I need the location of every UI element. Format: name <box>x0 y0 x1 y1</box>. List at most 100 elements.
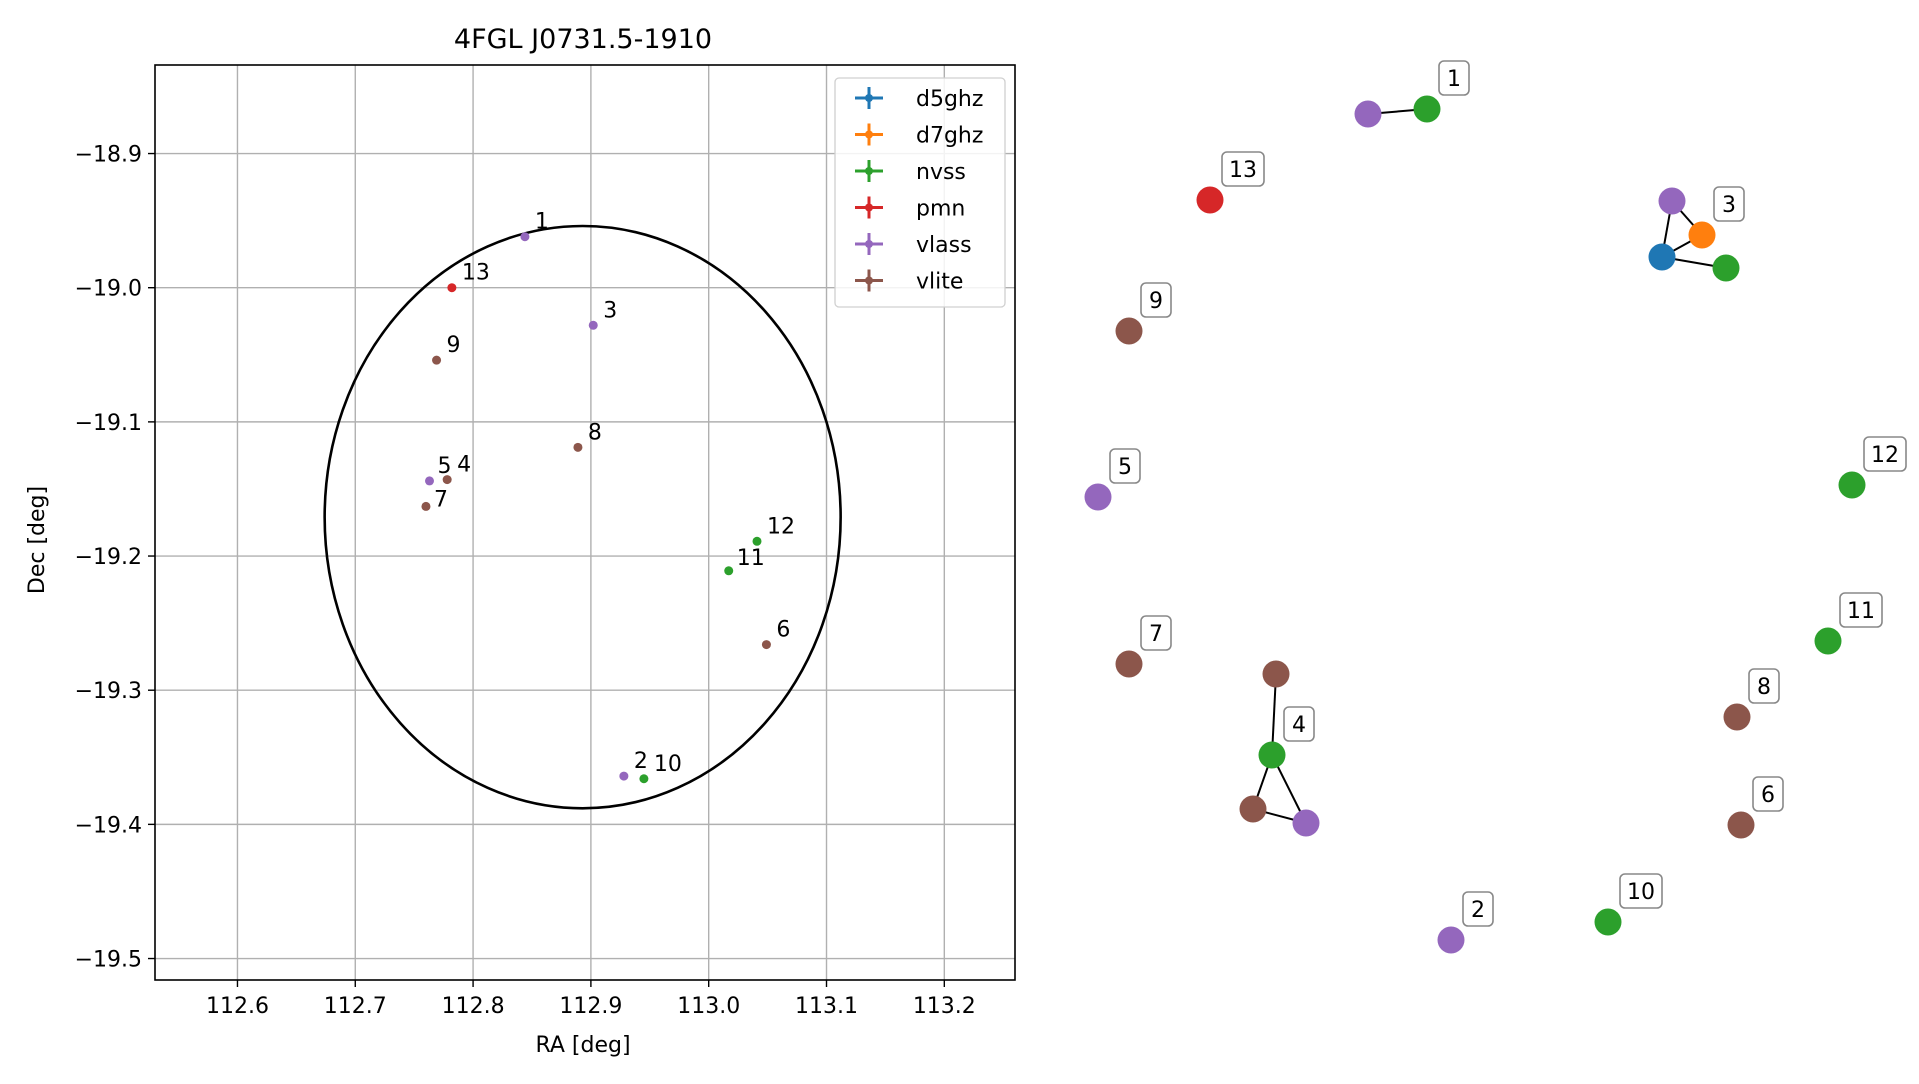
point-label: 12 <box>767 514 795 539</box>
point-label: 4 <box>457 453 471 478</box>
node-label-box <box>1221 151 1265 187</box>
point-label: 6 <box>776 618 790 643</box>
data-point-vlite-6 <box>761 640 771 650</box>
data-point-vlite-4 <box>442 475 452 485</box>
graph-nodes: 1 13 3 9 5 12 7 11 4 8 6 2 10 <box>1084 60 1907 954</box>
graph-node <box>1658 187 1686 215</box>
x-axis-label: RA [deg] <box>535 1033 630 1058</box>
node-label: 7 <box>1149 622 1163 647</box>
graph-node <box>1115 317 1143 345</box>
graph-node <box>1354 100 1382 128</box>
node-label-box <box>1619 873 1663 909</box>
node-label-box <box>1713 186 1745 222</box>
graph-node <box>1712 254 1740 282</box>
node-label-box <box>1438 60 1470 96</box>
graph-edge <box>1271 673 1277 756</box>
legend-entry-vlass: vlass <box>916 233 972 258</box>
node-label: 9 <box>1149 289 1163 314</box>
data-point-pmn-13 <box>447 283 457 293</box>
data-point-vlass-5 <box>424 476 434 486</box>
node-label-box <box>1109 448 1141 484</box>
data-point-nvss-10 <box>639 774 649 784</box>
graph-edges <box>1252 108 1727 824</box>
point-label: 5 <box>437 454 451 479</box>
x-tick-label: 112.6 <box>206 994 269 1019</box>
legend-entry-pmn: pmn <box>916 197 965 222</box>
node-label-box <box>1462 891 1494 927</box>
chart-title: 4FGL J0731.5-1910 <box>454 24 712 55</box>
y-tick-label: −19.1 <box>75 411 142 436</box>
legend-marker-dot <box>865 94 873 102</box>
node-label-box <box>1140 282 1172 318</box>
graph-node <box>1814 627 1842 655</box>
point-label: 1 <box>535 210 549 235</box>
localization-ellipse <box>323 224 842 810</box>
node-label: 11 <box>1847 599 1875 624</box>
node-label: 8 <box>1757 675 1771 700</box>
data-point-vlite-8 <box>573 442 583 452</box>
data-point-vlite-9 <box>432 355 442 365</box>
legend: d5ghz d7ghz nvss pmn vlass vlite <box>834 77 1006 308</box>
x-tick-label: 113.0 <box>677 994 740 1019</box>
plot-frame <box>154 64 1016 981</box>
legend-marker-dot <box>865 167 873 175</box>
node-label: 1 <box>1447 67 1461 92</box>
point-label: 8 <box>588 420 602 445</box>
legend-marker-dot <box>865 240 873 248</box>
point-label: 7 <box>434 487 448 512</box>
x-axis-ticks: 112.6 112.7 112.8 112.9 113.0 113.1 113.2 <box>206 980 976 1019</box>
legend-entry-nvss: nvss <box>916 160 966 185</box>
graph-node <box>1115 650 1143 678</box>
graph-node <box>1084 483 1112 511</box>
y-tick-label: −19.2 <box>75 545 142 570</box>
node-label: 3 <box>1722 193 1736 218</box>
legend-marker-dot <box>865 203 873 212</box>
node-label-box <box>1839 592 1883 628</box>
point-label: 11 <box>737 546 765 571</box>
graph-node <box>1258 741 1286 769</box>
y-tick-label: −18.9 <box>75 143 142 168</box>
graph-node <box>1196 186 1224 214</box>
data-point-vlite-7 <box>421 501 431 511</box>
legend-entry-d7ghz: d7ghz <box>916 124 983 149</box>
graph-node <box>1723 703 1751 731</box>
grid <box>155 65 1015 980</box>
data-point-nvss-12 <box>752 536 762 546</box>
legend-entry-vlite: vlite <box>916 270 963 295</box>
node-label: 5 <box>1118 455 1132 480</box>
graph-node <box>1594 908 1622 936</box>
x-tick-label: 113.2 <box>913 994 976 1019</box>
point-label: 3 <box>603 298 617 323</box>
node-label-box <box>1863 436 1907 472</box>
node-label-box <box>1748 668 1780 704</box>
node-label: 2 <box>1471 898 1485 923</box>
y-tick-label: −19.4 <box>75 813 142 838</box>
node-label-box <box>1140 615 1172 651</box>
graph-node <box>1413 95 1441 123</box>
error-ellipse <box>323 224 842 810</box>
graph-node <box>1648 243 1676 271</box>
legend-marker-dot <box>865 130 873 139</box>
y-axis-label: Dec [deg] <box>25 486 50 594</box>
graph-node <box>1727 811 1755 839</box>
y-tick-label: −19.3 <box>75 679 142 704</box>
point-label: 13 <box>462 261 490 286</box>
node-label: 4 <box>1292 713 1306 738</box>
point-label: 2 <box>634 749 648 774</box>
node-label-box <box>1752 776 1784 812</box>
x-tick-label: 112.8 <box>442 994 505 1019</box>
x-tick-label: 112.9 <box>559 994 622 1019</box>
association-graph: 1 13 3 9 5 12 7 11 4 8 6 2 10 <box>1084 60 1907 954</box>
data-point-vlass-2 <box>619 771 629 781</box>
graph-node <box>1838 471 1866 499</box>
y-tick-label: −19.5 <box>75 948 142 973</box>
node-label: 12 <box>1871 443 1899 468</box>
node-label: 10 <box>1627 880 1655 905</box>
graph-node <box>1262 660 1290 688</box>
node-label-box <box>1283 706 1315 742</box>
x-tick-label: 113.1 <box>795 994 858 1019</box>
graph-node <box>1437 926 1465 954</box>
